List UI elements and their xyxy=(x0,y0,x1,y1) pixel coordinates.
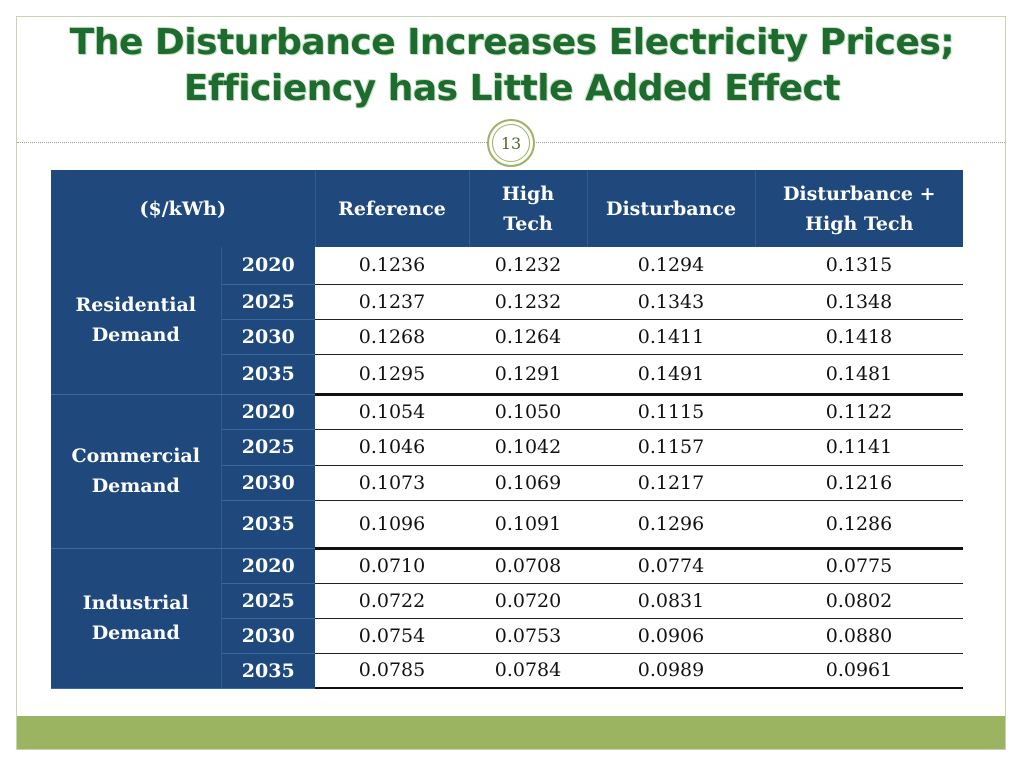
table-body: Residential Demand 2020 0.1236 0.1232 0.1294… xyxy=(51,247,963,689)
value-cell: 0.1122 xyxy=(755,394,963,430)
value-cell: 0.1294 xyxy=(587,247,755,285)
unit-header: ($/kWh) xyxy=(51,170,316,247)
value-cell: 0.1264 xyxy=(469,319,587,355)
value-cell: 0.1232 xyxy=(469,284,587,320)
table-row: 2030 0.1073 0.1069 0.1217 0.1216 xyxy=(51,465,963,501)
value-cell: 0.0775 xyxy=(755,548,963,584)
value-cell: 0.1411 xyxy=(587,319,755,355)
table-row: Industrial Demand 2020 0.0710 0.0708 0.0774 0… xyxy=(51,548,963,689)
table-row: 2025 0.1046 0.1042 0.1157 0.1141 xyxy=(51,429,963,466)
group-label-text: Industrial Demand xyxy=(82,592,189,644)
value-cell: 0.0754 xyxy=(315,618,469,654)
value-cell: 0.1115 xyxy=(587,394,755,430)
value-cell: 0.0784 xyxy=(469,653,587,689)
group-label-industrial: Industrial Demand xyxy=(51,548,222,689)
slide-frame xyxy=(16,16,1006,750)
table-row: Commercial Demand 2020 0.1054 0.1050 0.1115 0… xyxy=(51,394,963,549)
value-cell: 0.0722 xyxy=(315,583,469,619)
value-cell: 0.1217 xyxy=(587,465,755,501)
year-cell: 2035 xyxy=(221,653,315,689)
value-cell: 0.1296 xyxy=(587,500,755,550)
value-cell: 0.1348 xyxy=(755,284,963,320)
slide-title: The Disturbance Increases Electricity Pr… xyxy=(69,22,955,109)
value-cell: 0.1141 xyxy=(755,429,963,466)
value-cell: 0.1491 xyxy=(587,354,755,396)
table-row: 2035 0.1295 0.1291 0.1491 0.1481 xyxy=(51,354,963,396)
table-row: 2035 0.1096 0.1091 0.1296 0.1286 xyxy=(51,500,963,550)
value-cell: 0.1073 xyxy=(315,465,469,501)
group-label-residential: Residential Demand xyxy=(51,247,222,395)
col-header-high-tech-label: High Tech xyxy=(501,182,555,235)
value-cell: 0.1315 xyxy=(755,247,963,285)
col-header-disturbance-high-tech-label: Disturbance + High Tech xyxy=(782,182,936,235)
table-row: 2035 0.0785 0.0784 0.0989 0.0961 xyxy=(51,653,963,689)
year-cell: 2035 xyxy=(221,354,315,395)
value-cell: 0.1481 xyxy=(755,354,963,396)
year-cell: 2030 xyxy=(221,319,315,355)
value-cell: 0.1418 xyxy=(755,319,963,355)
col-header-disturbance: Disturbance xyxy=(587,170,756,247)
year-cell: 2025 xyxy=(221,429,315,466)
value-cell: 0.0989 xyxy=(587,653,755,689)
value-cell: 0.0961 xyxy=(755,653,963,689)
value-cell: 0.1268 xyxy=(315,319,469,355)
price-table: ($/kWh) Reference High Tech Disturbance … xyxy=(51,170,963,689)
year-cell: 2025 xyxy=(221,583,315,619)
value-cell: 0.0785 xyxy=(315,653,469,689)
value-cell: 0.1096 xyxy=(315,500,469,550)
year-cell: 2020 xyxy=(221,394,315,430)
group-label-text: Residential Demand xyxy=(75,294,196,347)
value-cell: 0.1295 xyxy=(315,354,469,396)
value-cell: 0.1050 xyxy=(469,394,587,430)
value-cell: 0.1237 xyxy=(315,284,469,320)
page-number-badge: 13 xyxy=(487,119,535,167)
value-cell: 0.1236 xyxy=(315,247,469,285)
year-cell: 2030 xyxy=(221,618,315,654)
value-cell: 0.0831 xyxy=(587,583,755,619)
value-cell: 0.1054 xyxy=(315,394,469,430)
value-cell: 0.0753 xyxy=(469,618,587,654)
table-row: 2025 0.0722 0.0720 0.0831 0.0802 xyxy=(51,583,963,619)
table-row: 2030 0.0754 0.0753 0.0906 0.0880 xyxy=(51,618,963,654)
value-cell: 0.0708 xyxy=(469,548,587,584)
table-row: 2025 0.1237 0.1232 0.1343 0.1348 xyxy=(51,284,963,320)
value-cell: 0.1157 xyxy=(587,429,755,466)
year-cell: 2020 xyxy=(221,247,315,285)
page-number: 13 xyxy=(492,124,530,162)
year-cell: 2025 xyxy=(221,284,315,320)
year-cell: 2035 xyxy=(221,500,315,549)
value-cell: 0.1042 xyxy=(469,429,587,466)
value-cell: 0.0720 xyxy=(469,583,587,619)
year-cell: 2030 xyxy=(221,465,315,501)
footer-bar xyxy=(17,716,1005,749)
col-header-disturbance-high-tech: Disturbance + High Tech xyxy=(755,170,963,247)
value-cell: 0.0906 xyxy=(587,618,755,654)
value-cell: 0.1286 xyxy=(755,500,963,550)
value-cell: 0.1291 xyxy=(469,354,587,396)
table-row: 2030 0.1268 0.1264 0.1411 0.1418 xyxy=(51,319,963,355)
group-label-commercial: Commercial Demand xyxy=(51,394,222,549)
value-cell: 0.1091 xyxy=(469,500,587,550)
col-header-high-tech: High Tech xyxy=(469,170,588,247)
value-cell: 0.1046 xyxy=(315,429,469,466)
value-cell: 0.1343 xyxy=(587,284,755,320)
year-cell: 2020 xyxy=(221,548,315,584)
group-label-text: Commercial Demand xyxy=(71,445,200,497)
col-header-reference: Reference xyxy=(315,170,470,247)
value-cell: 0.1232 xyxy=(469,247,587,285)
value-cell: 0.0802 xyxy=(755,583,963,619)
value-cell: 0.0774 xyxy=(587,548,755,584)
value-cell: 0.1069 xyxy=(469,465,587,501)
value-cell: 0.1216 xyxy=(755,465,963,501)
table-row: Residential Demand 2020 0.1236 0.1232 0.1294… xyxy=(51,247,963,395)
value-cell: 0.0880 xyxy=(755,618,963,654)
value-cell: 0.0710 xyxy=(315,548,469,584)
